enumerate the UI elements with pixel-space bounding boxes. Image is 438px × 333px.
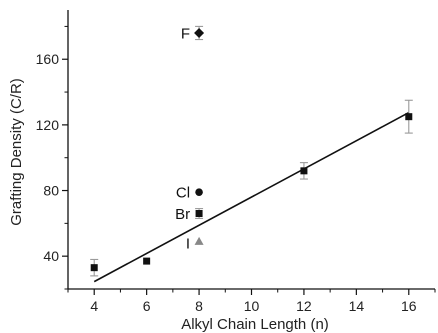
point-label-cl: Cl	[176, 185, 190, 202]
y-tick-label-160: 160	[36, 51, 60, 67]
data-marks	[90, 25, 413, 277]
x-tick-label-6: 6	[143, 298, 151, 314]
y-axis-title: Grafting Density (C/R)	[8, 78, 25, 226]
y-tick-label-120: 120	[36, 117, 60, 133]
y-tick-label-80: 80	[43, 183, 59, 199]
point-label-br: Br	[175, 206, 190, 223]
fit-line-group	[93, 111, 410, 283]
point-label-f: F	[181, 25, 190, 42]
x-tick-label-8: 8	[195, 298, 203, 314]
data-point-square	[195, 210, 203, 218]
point-label-i: I	[186, 236, 190, 253]
data-point-square	[300, 167, 308, 175]
x-tick-label-10: 10	[244, 298, 260, 314]
x-tick-label-14: 14	[349, 298, 365, 314]
axes: 4 6 8 10 12 14 16 40 80 120 160	[36, 10, 436, 314]
x-axis-title: Alkyl Chain Length (n)	[181, 316, 329, 333]
data-point-triangle	[194, 236, 204, 245]
data-point-square	[90, 264, 98, 272]
linear-fit-line	[93, 111, 410, 283]
x-tick-label-4: 4	[90, 298, 98, 314]
data-point-square	[405, 113, 413, 121]
data-point-square	[143, 257, 151, 265]
x-tick-label-16: 16	[401, 298, 417, 314]
x-tick-label-12: 12	[296, 298, 312, 314]
data-point-diamond	[194, 27, 205, 38]
point-labels: F Cl Br I	[175, 25, 190, 252]
y-tick-label-40: 40	[43, 248, 59, 264]
data-point-circle	[195, 188, 203, 196]
